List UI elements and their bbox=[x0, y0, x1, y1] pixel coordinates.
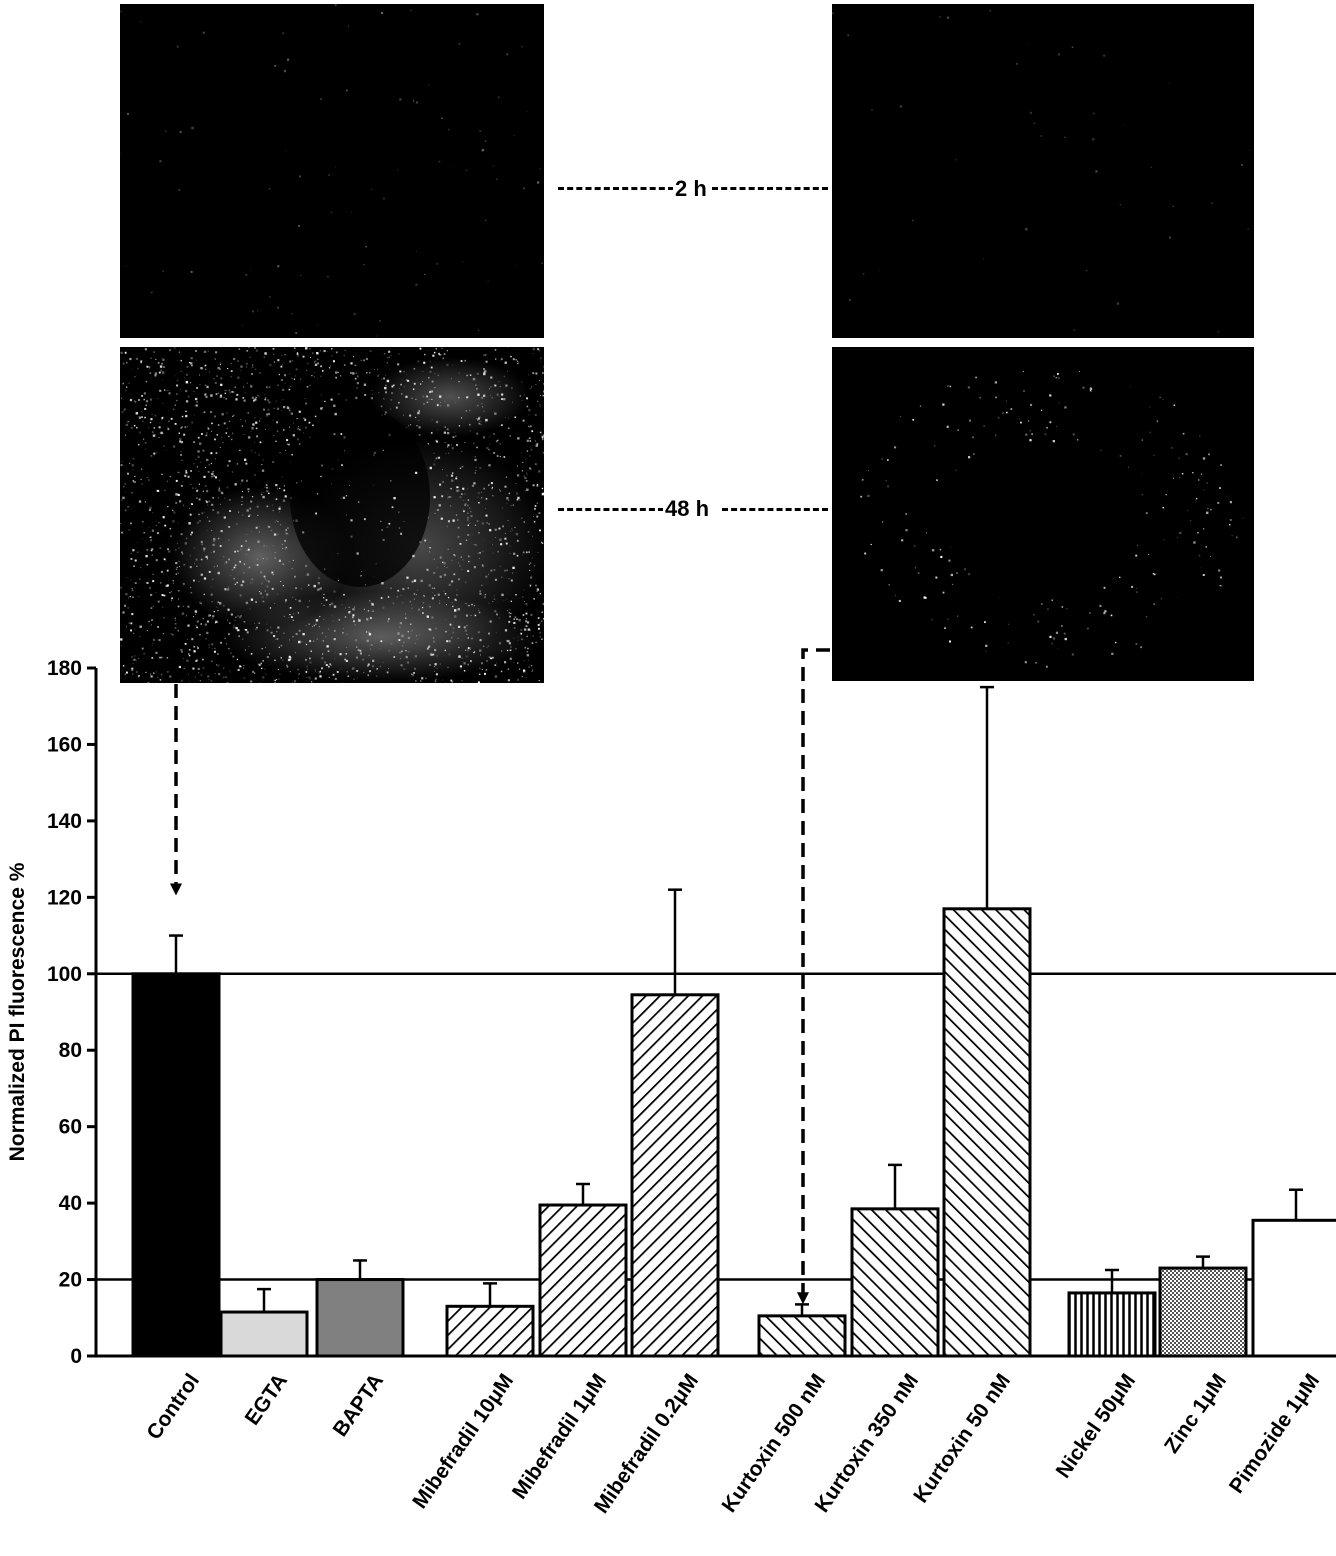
y-tick-label-140: 140 bbox=[47, 810, 82, 833]
category-label-8: Kurtoxin 50 nM bbox=[909, 1370, 1015, 1507]
bar-8 bbox=[944, 909, 1030, 1356]
category-label-7: Kurtoxin 350 nM bbox=[811, 1370, 924, 1517]
bar-7 bbox=[852, 1209, 938, 1356]
y-axis-title: Normalized PI fluorescence % bbox=[6, 862, 29, 1161]
connector-48h-right bbox=[722, 508, 828, 511]
y-tick-label-0: 0 bbox=[70, 1345, 82, 1368]
y-tick-label-60: 60 bbox=[59, 1116, 82, 1139]
arrow-kurtoxin-head bbox=[797, 1292, 809, 1304]
time-label-2h: 2 h bbox=[673, 177, 709, 201]
connector-48h-left bbox=[558, 508, 664, 511]
bar-3 bbox=[447, 1306, 533, 1356]
connector-2h-left bbox=[558, 187, 674, 190]
category-label-3: Mibefradil 10μM bbox=[408, 1370, 518, 1513]
y-tick-label-40: 40 bbox=[59, 1192, 82, 1215]
category-label-5: Mibefradil 0.2μM bbox=[590, 1370, 703, 1518]
bar-4 bbox=[540, 1205, 626, 1356]
time-label-48h: 48 h bbox=[663, 497, 711, 521]
category-label-10: Zinc 1μM bbox=[1160, 1370, 1231, 1458]
bar-6 bbox=[759, 1316, 845, 1356]
y-tick-label-100: 100 bbox=[47, 963, 82, 986]
connector-2h-right bbox=[712, 187, 828, 190]
bar-1 bbox=[221, 1312, 307, 1356]
y-tick-label-180: 180 bbox=[47, 657, 82, 680]
micrograph-control-48h bbox=[120, 347, 544, 683]
arrow-control-head bbox=[170, 884, 182, 896]
category-label-2: BAPTA bbox=[329, 1370, 388, 1441]
micrograph-treated-48h bbox=[832, 347, 1254, 681]
micrograph-control-2h bbox=[120, 4, 544, 338]
bar-2 bbox=[317, 1280, 403, 1356]
category-label-4: Mibefradil 1μM bbox=[508, 1370, 611, 1504]
bar-10 bbox=[1160, 1268, 1246, 1356]
category-label-11: Pimozide 1μM bbox=[1225, 1370, 1324, 1498]
category-label-9: Nickel 50μM bbox=[1052, 1370, 1140, 1483]
bar-9 bbox=[1069, 1293, 1155, 1356]
bar-5 bbox=[632, 995, 718, 1356]
category-label-6: Kurtoxin 500 nM bbox=[718, 1370, 831, 1517]
category-label-0: Control bbox=[142, 1370, 204, 1444]
y-tick-label-120: 120 bbox=[47, 886, 82, 909]
y-tick-label-80: 80 bbox=[59, 1039, 82, 1062]
arrow-kurtoxin bbox=[803, 650, 830, 1298]
y-tick-label-20: 20 bbox=[59, 1269, 82, 1292]
category-label-1: EGTA bbox=[241, 1370, 292, 1430]
y-tick-label-160: 160 bbox=[47, 733, 82, 756]
micrograph-treated-2h bbox=[832, 4, 1254, 338]
bar-11 bbox=[1253, 1220, 1336, 1356]
bar-0 bbox=[133, 974, 219, 1356]
